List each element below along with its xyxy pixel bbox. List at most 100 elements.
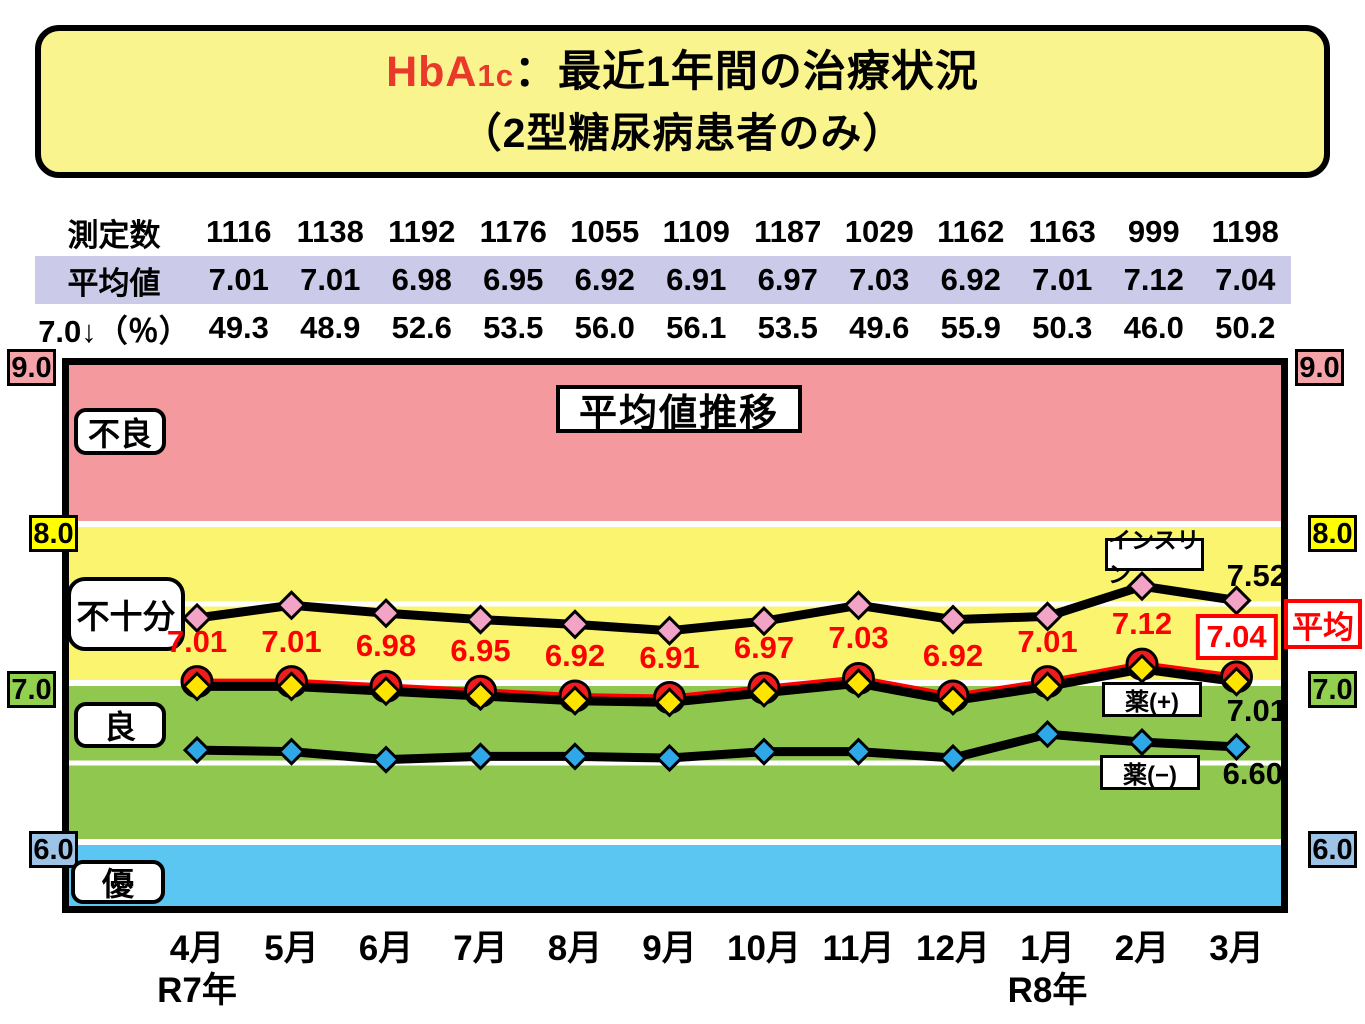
table-cell-r2-c2: 52.6 <box>391 310 452 345</box>
marker-s1-p7 <box>844 737 873 766</box>
ytick-r-6.0: 6.0 <box>1308 831 1357 868</box>
month-label-11: 3月 <box>1209 929 1264 968</box>
marker-s0-p6 <box>748 606 780 637</box>
marker-s1-p10 <box>1127 727 1157 757</box>
month-label-0: 4月 <box>169 929 225 968</box>
avg-point-label-3: 6.95 <box>450 633 511 669</box>
series-tag-yaku-minus: 薬(−) <box>1100 755 1200 790</box>
avg-point-label-9: 7.01 <box>1017 623 1078 659</box>
ytick-l-9.0: 9.0 <box>7 349 56 386</box>
table-cell-r1-c7: 7.03 <box>833 256 925 304</box>
ytick-l-6.0: 6.0 <box>29 831 78 868</box>
table-row-header-1: 平均値 <box>35 256 193 304</box>
table-cell-r2-c3: 53.5 <box>483 310 544 345</box>
marker-s3-p7 <box>843 668 874 699</box>
title-rest: ：最近1年間の治療状況 <box>513 47 979 96</box>
marker-s3-p11 <box>1221 666 1252 697</box>
plot-area: 平均値推移 不良 不十分 良 優 インスリン 薬(+) 薬(−) 7.52 7.… <box>69 365 1281 906</box>
table-cell-r1-c8: 6.92 <box>925 256 1017 304</box>
avg-point-label-10: 7.12 <box>1111 606 1173 642</box>
zone-label-yu: 優 <box>71 860 165 904</box>
table-cell-r1-c0: 7.01 <box>193 256 285 304</box>
table-cell-r1-c4: 6.92 <box>559 256 651 304</box>
month-label-3: 7月 <box>453 929 508 968</box>
marker-s0-p4 <box>559 609 591 640</box>
table-cell-r1-c1: 7.01 <box>284 256 376 304</box>
marker-s0-p2 <box>370 598 402 629</box>
marker-s0-p7 <box>843 590 874 621</box>
line-series-0 <box>196 581 1238 636</box>
stats-table: 測定数 1116 1138 1192 1176 1055 1109 1187 1029 1162 1… <box>35 208 1291 352</box>
year-label-R8年: R8年 <box>1007 971 1088 1010</box>
table-cell-r1-c5: 6.91 <box>650 256 742 304</box>
zone-label-ryo: 良 <box>74 702 166 748</box>
table-cell-r0-c5: 1109 <box>662 214 730 249</box>
table-cell-r1-c2: 6.98 <box>376 256 468 304</box>
avg-point-label-5: 6.91 <box>639 639 700 675</box>
month-label-7: 11月 <box>822 929 895 968</box>
year-label-R7年: R7年 <box>157 971 237 1010</box>
avg-point-label-11: 7.04 <box>1195 613 1278 660</box>
avg-point-label-0: 7.01 <box>166 623 228 659</box>
marker-s1-p4 <box>560 742 590 771</box>
gridline-6 <box>69 839 1281 846</box>
chart-frame: 平均値推移 不良 不十分 良 優 インスリン 薬(+) 薬(−) 7.52 7.… <box>62 358 1288 913</box>
marker-s0-p3 <box>465 604 496 635</box>
zone-label-fujubun: 不十分 <box>69 577 185 651</box>
table-cell-r2-c5: 56.1 <box>666 310 727 345</box>
marker-s3-p4 <box>559 685 591 716</box>
table-cell-r1-c6: 6.97 <box>742 256 834 304</box>
marker-s0-p0 <box>181 602 213 634</box>
month-label-6: 10月 <box>727 929 801 968</box>
series-tag-yaku-plus: 薬(+) <box>1102 682 1202 717</box>
avg-point-label-7: 7.03 <box>828 620 889 656</box>
table-cell-r2-c7: 49.6 <box>849 310 910 345</box>
zone-label-furyo: 不良 <box>74 408 166 455</box>
end-label-yaku-plus: 7.01 <box>1226 693 1281 728</box>
marker-s3-p5 <box>654 687 685 718</box>
series-tag-insulin: インスリン <box>1105 527 1204 587</box>
end-label-yaku-minus: 6.60 <box>1222 756 1281 791</box>
marker-s1-p9 <box>1033 720 1062 749</box>
table-cell-r0-c10: 999 <box>1127 214 1180 249</box>
marker-s1-p11 <box>1222 732 1251 762</box>
avg-point-label-2: 6.98 <box>355 628 417 664</box>
ytick-r-9.0: 9.0 <box>1295 349 1344 386</box>
avg-point-label-4: 6.92 <box>544 637 606 673</box>
marker-s3-p2 <box>370 676 402 707</box>
marker-s0-p9 <box>1032 601 1063 632</box>
marker-s3-p1 <box>276 671 307 702</box>
hba1c-brand-sub: 1c <box>477 57 514 93</box>
month-label-10: 2月 <box>1114 929 1170 968</box>
marker-s0-p5 <box>654 615 685 646</box>
marker-s1-p1 <box>277 737 306 766</box>
hba1c-brand: HbA <box>386 47 478 96</box>
marker-s3-p0 <box>181 671 213 702</box>
marker-s3-p3 <box>465 680 496 712</box>
table-cell-r0-c7: 1029 <box>844 214 914 249</box>
x-axis: 4月 5月 6月 7月 8月 9月 10月 11月 12月 1月 2月 3月 <box>69 920 1281 968</box>
marker-s3-p8 <box>937 685 969 716</box>
ytick-r-7.0: 7.0 <box>1308 671 1357 708</box>
table-cell-r1-c3: 6.95 <box>467 256 559 304</box>
marker-s3-p9 <box>1032 671 1063 702</box>
table-cell-r0-c6: 1187 <box>754 214 822 249</box>
table-row-header-0: 測定数 <box>67 217 161 253</box>
page-title-line1: HbA1c：最近1年間の治療状況 <box>386 43 979 105</box>
avg-point-label-1: 7.01 <box>261 623 322 659</box>
page-title-line2: （2型糖尿病患者のみ） <box>460 109 905 156</box>
marker-s3-p6 <box>748 677 780 708</box>
x-axis-year-labels: R7年 R8年 <box>69 962 1281 1010</box>
gridline-8 <box>69 521 1281 528</box>
end-label-insulin: 7.52 <box>1226 558 1281 593</box>
table-cell-r2-c9: 50.3 <box>1032 310 1093 345</box>
line-series-1 <box>196 729 1237 765</box>
table-cell-r2-c8: 55.9 <box>940 310 1001 345</box>
chart-title: 平均値推移 <box>556 385 802 435</box>
table-cell-r0-c1: 1138 <box>296 214 364 249</box>
month-label-1: 5月 <box>264 929 319 968</box>
table-cell-r0-c0: 1116 <box>205 214 272 249</box>
table-cell-r0-c8: 1162 <box>937 214 1005 249</box>
marker-s1-p6 <box>749 737 779 766</box>
